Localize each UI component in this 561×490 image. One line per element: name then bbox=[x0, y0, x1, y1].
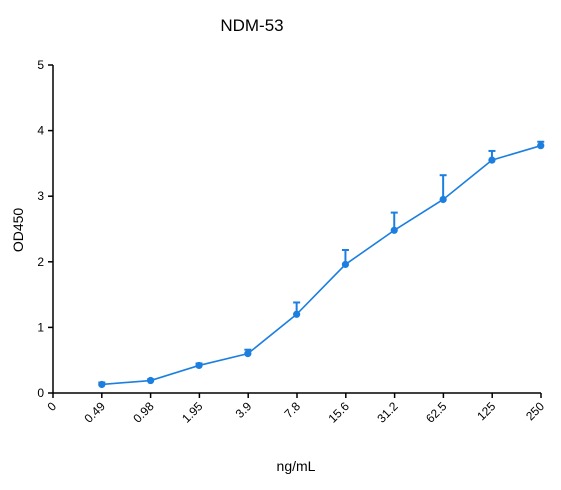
x-tick-label: 0 bbox=[44, 399, 59, 414]
data-point bbox=[293, 310, 301, 318]
data-point bbox=[98, 380, 106, 389]
data-series bbox=[98, 140, 545, 389]
x-tick-label: 7.8 bbox=[281, 399, 303, 421]
y-tick-label: 2 bbox=[37, 255, 44, 269]
y-tick-label: 0 bbox=[37, 386, 44, 400]
series-line bbox=[101, 144, 541, 386]
x-tick-label: 0.98 bbox=[130, 399, 157, 426]
x-tick-label: 31.2 bbox=[374, 399, 401, 426]
data-point bbox=[195, 361, 203, 370]
data-point bbox=[390, 226, 398, 234]
x-tick-label: 62.5 bbox=[423, 399, 450, 426]
y-tick-label: 5 bbox=[37, 58, 44, 72]
data-point bbox=[488, 156, 496, 164]
y-axis-label: OD450 bbox=[10, 208, 26, 253]
y-tick-label: 1 bbox=[37, 320, 44, 334]
x-tick-label: 1.95 bbox=[179, 399, 206, 426]
tick-labels: 0 1 2 3 4 5 0 0.49 0.98 1.95 3.9 7.8 15.6 31.2 62.5 125… bbox=[37, 58, 547, 426]
x-tick-label: 15.6 bbox=[326, 399, 353, 426]
x-tick-label: 250 bbox=[523, 399, 547, 423]
x-tick-label: 3.9 bbox=[233, 399, 255, 421]
data-point bbox=[147, 376, 155, 385]
axes bbox=[48, 64, 542, 398]
x-axis-label: ng/mL bbox=[277, 458, 316, 474]
data-point bbox=[537, 142, 545, 150]
x-tick-label: 0.49 bbox=[82, 399, 109, 426]
data-point bbox=[341, 260, 350, 269]
y-tick-label: 3 bbox=[37, 189, 44, 203]
data-point bbox=[439, 195, 447, 204]
x-tick-label: 125 bbox=[474, 399, 498, 423]
data-point bbox=[244, 350, 252, 358]
chart-title: NDM-53 bbox=[220, 16, 283, 35]
y-tick-label: 4 bbox=[37, 124, 44, 138]
